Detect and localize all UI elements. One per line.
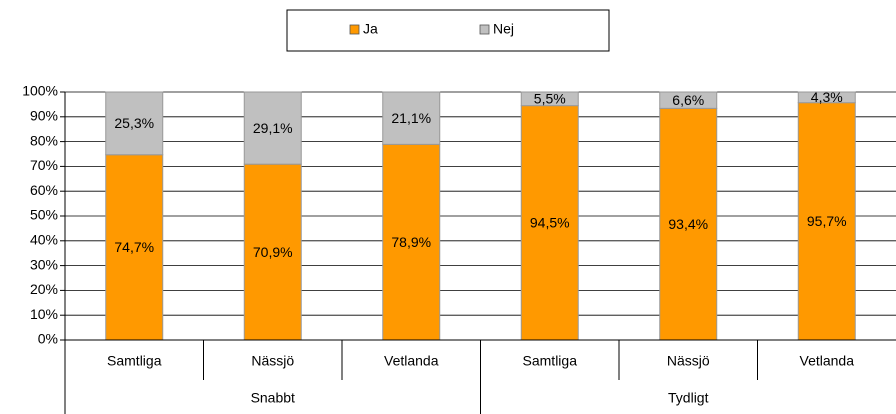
y-tick-label: 70% (30, 157, 58, 173)
x-tick-label: Samtliga (523, 353, 578, 369)
y-tick-label: 90% (30, 108, 58, 124)
bar-segment (382, 91, 441, 145)
group-label: Snabbt (251, 390, 295, 406)
y-tick-label: 60% (30, 182, 58, 198)
value-label: 94,5% (530, 215, 570, 231)
value-label: 93,4% (668, 216, 708, 232)
y-tick-label: 80% (30, 132, 58, 148)
legend-swatch (349, 24, 360, 35)
bar-segment (659, 107, 718, 341)
value-label: 25,3% (114, 115, 154, 131)
bar-segment (797, 91, 856, 104)
legend-label: Ja (363, 21, 378, 37)
bar-segment (382, 143, 441, 341)
y-tick-label: 40% (30, 232, 58, 248)
y-tick-label: 100% (22, 83, 58, 99)
x-tick-label: Nässjö (251, 353, 294, 369)
bar-segment (105, 91, 164, 156)
bar-segment (659, 91, 718, 109)
bar-segment (520, 91, 579, 107)
bar-segment (520, 105, 579, 341)
legend-box (286, 9, 610, 52)
bar-segment (797, 102, 856, 341)
value-label: 74,7% (114, 239, 154, 255)
y-tick-label: 10% (30, 306, 58, 322)
legend-swatch (479, 24, 490, 35)
y-tick-label: 50% (30, 207, 58, 223)
bar-segment (243, 163, 302, 341)
value-label: 95,7% (807, 213, 847, 229)
value-label: 4,3% (811, 89, 843, 105)
legend-label: Nej (493, 21, 514, 37)
x-tick-label: Samtliga (107, 353, 162, 369)
y-tick-label: 20% (30, 281, 58, 297)
value-label: 21,1% (391, 110, 431, 126)
bar-segment (243, 91, 302, 165)
group-label: Tydligt (668, 390, 709, 406)
x-tick-label: Vetlanda (800, 353, 855, 369)
value-label: 29,1% (253, 120, 293, 136)
x-tick-label: Nässjö (667, 353, 710, 369)
value-label: 5,5% (534, 91, 566, 107)
value-label: 70,9% (253, 244, 293, 260)
y-tick-label: 0% (38, 331, 58, 347)
value-label: 78,9% (391, 234, 431, 250)
x-tick-label: Vetlanda (384, 353, 439, 369)
y-tick-label: 30% (30, 256, 58, 272)
value-label: 6,6% (672, 92, 704, 108)
